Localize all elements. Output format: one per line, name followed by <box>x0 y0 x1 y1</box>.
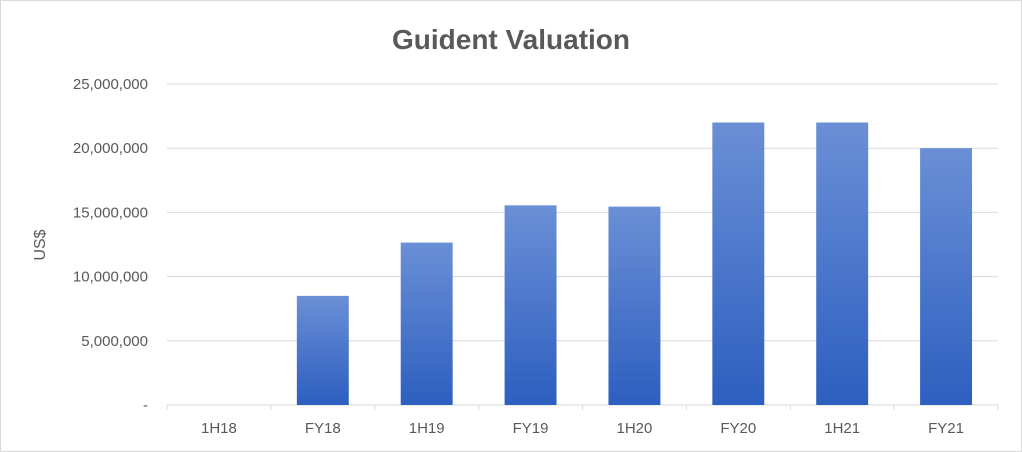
bars <box>296 122 973 406</box>
bar-fy18 <box>296 295 349 405</box>
chart-title: Guident Valuation <box>392 24 630 55</box>
x-tick-label: FY19 <box>513 420 549 437</box>
x-tick-label: FY18 <box>305 420 341 437</box>
x-tick-labels: 1H18 FY18 1H19 FY19 1H20 FY20 1H21 FY21 <box>166 405 999 437</box>
gridlines <box>167 83 998 406</box>
y-tick-labels: - 5,000,000 10,000,000 15,000,000 20,000,000… <box>73 76 148 414</box>
y-tick-label: 10,000,000 <box>73 269 148 286</box>
y-tick-label: 20,000,000 <box>73 140 148 157</box>
x-tick-label: FY20 <box>720 420 756 437</box>
x-tick-label: FY21 <box>928 420 964 437</box>
bar-fy20 <box>712 122 765 406</box>
y-tick-label: 25,000,000 <box>73 76 148 93</box>
bar-1h21 <box>816 122 869 406</box>
y-tick-label: 5,000,000 <box>81 333 148 350</box>
y-axis-label: US$ <box>32 229 49 260</box>
x-tick-label: 1H18 <box>201 420 237 437</box>
bar-fy19 <box>504 205 557 405</box>
bar-1h19 <box>400 242 453 405</box>
y-tick-label: - <box>143 397 148 414</box>
bar-1h20 <box>608 206 661 405</box>
y-tick-label: 15,000,000 <box>73 204 148 221</box>
x-tick-label: 1H21 <box>824 420 860 437</box>
x-tick-label: 1H19 <box>409 420 445 437</box>
x-tick-label: 1H20 <box>617 420 653 437</box>
bar-fy21 <box>920 148 973 405</box>
